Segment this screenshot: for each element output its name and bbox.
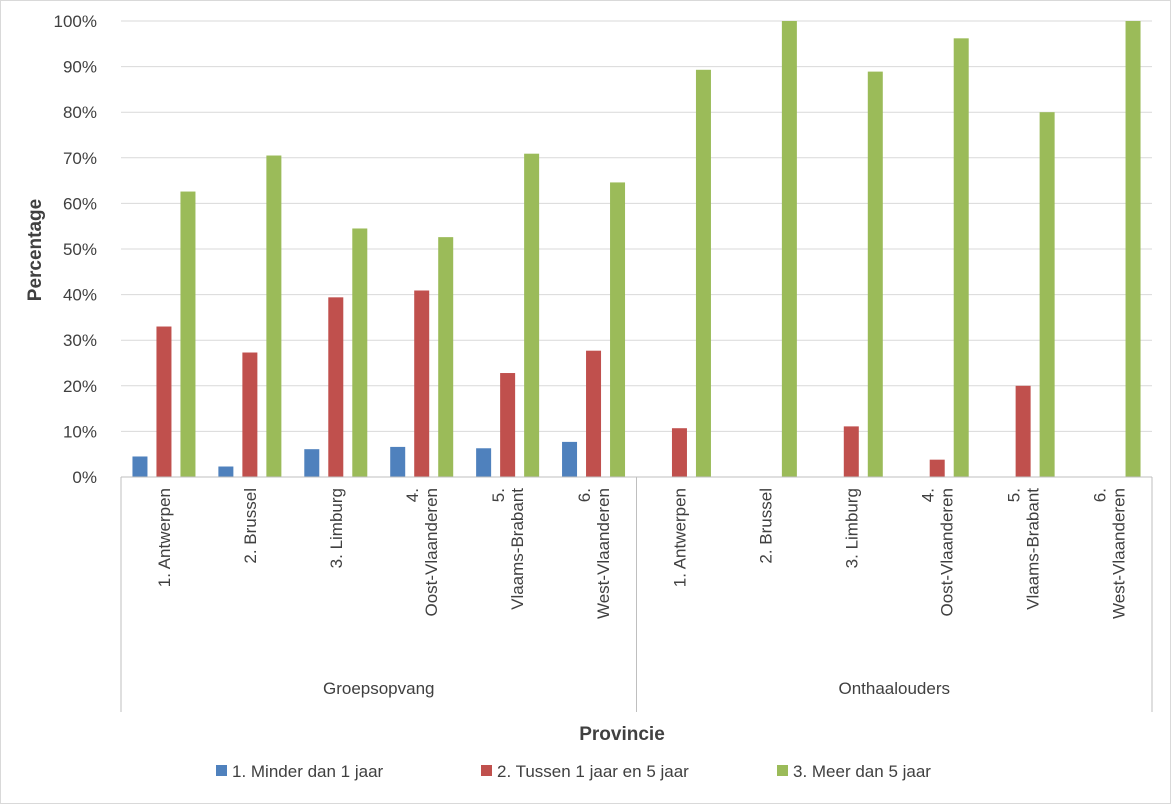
- category-label: 4.: [403, 488, 422, 502]
- category-label: Vlaams-Brabant: [1024, 488, 1043, 610]
- bar: [132, 456, 148, 477]
- bar: [1039, 112, 1055, 477]
- bar: [500, 373, 516, 477]
- bar: [476, 448, 492, 477]
- y-tick-label: 0%: [72, 468, 97, 487]
- bar: [304, 449, 320, 477]
- bar: [524, 153, 540, 478]
- y-tick-label: 100%: [54, 12, 97, 31]
- category-label: West-Vlaanderen: [1110, 488, 1129, 619]
- category-label: 2. Brussel: [241, 488, 260, 564]
- bar: [562, 441, 578, 477]
- group-label: Onthaalouders: [838, 679, 950, 698]
- bar: [218, 466, 234, 477]
- category-label: West-Vlaanderen: [594, 488, 613, 619]
- y-tick-label: 10%: [63, 422, 97, 441]
- legend-swatch: [481, 765, 492, 776]
- category-label: 4.: [919, 488, 938, 502]
- bar: [1125, 21, 1141, 477]
- bar: [1015, 385, 1031, 477]
- legend-label: 3. Meer dan 5 jaar: [793, 762, 931, 781]
- gridlines: [121, 20, 1152, 432]
- bars: [132, 21, 1141, 478]
- y-axis-title: Percentage: [25, 199, 46, 301]
- category-label: 6.: [575, 488, 594, 502]
- category-label: 6.: [1091, 488, 1110, 502]
- legend-swatch: [216, 765, 227, 776]
- bar: [610, 182, 626, 477]
- legend-label: 2. Tussen 1 jaar en 5 jaar: [497, 762, 689, 781]
- group-labels: Groepsopvang Onthaalouders: [323, 679, 950, 698]
- y-tick-label: 70%: [63, 149, 97, 168]
- y-tick-label: 30%: [63, 331, 97, 350]
- y-tick-label: 50%: [63, 240, 97, 259]
- y-tick-label: 20%: [63, 377, 97, 396]
- bar: [242, 352, 258, 477]
- bar: [586, 350, 602, 477]
- bar: [180, 191, 196, 477]
- bar: [328, 297, 344, 477]
- bar: [438, 237, 454, 477]
- bar: [156, 326, 172, 477]
- bar: [671, 428, 687, 477]
- legend-label: 1. Minder dan 1 jaar: [232, 762, 384, 781]
- bar: [781, 21, 797, 477]
- bar: [843, 426, 859, 477]
- category-label: 5.: [1005, 488, 1024, 502]
- category-label: 1. Antwerpen: [155, 488, 174, 587]
- bar: [929, 459, 945, 477]
- category-label: Oost-Vlaanderen: [422, 488, 441, 617]
- category-labels: 1. Antwerpen 2. Brussel 3. Limburg 4. Oost-V…: [155, 488, 1129, 619]
- bar: [352, 228, 368, 477]
- category-label: 3. Limburg: [327, 488, 346, 568]
- bar: [867, 71, 883, 477]
- y-tick-labels: 0% 10% 20% 30% 40% 50% 60% 70% 80% 90% 100%: [54, 12, 97, 487]
- bar: [953, 38, 969, 477]
- bar: [414, 290, 430, 477]
- y-tick-label: 40%: [63, 286, 97, 305]
- category-label: 3. Limburg: [842, 488, 861, 568]
- category-label: Oost-Vlaanderen: [938, 488, 957, 617]
- bar: [695, 69, 711, 478]
- x-axis: [120, 476, 1153, 712]
- y-tick-label: 80%: [63, 103, 97, 122]
- category-label: 5.: [489, 488, 508, 502]
- bar: [266, 155, 282, 477]
- category-label: 2. Brussel: [756, 488, 775, 564]
- group-label: Groepsopvang: [323, 679, 435, 698]
- y-tick-label: 90%: [63, 58, 97, 77]
- category-label: 1. Antwerpen: [670, 488, 689, 587]
- legend: 1. Minder dan 1 jaar 2. Tussen 1 jaar en …: [216, 762, 931, 781]
- bar: [390, 446, 406, 477]
- y-tick-label: 60%: [63, 194, 97, 213]
- x-axis-title: Provincie: [579, 724, 665, 745]
- legend-swatch: [777, 765, 788, 776]
- category-label: Vlaams-Brabant: [508, 488, 527, 610]
